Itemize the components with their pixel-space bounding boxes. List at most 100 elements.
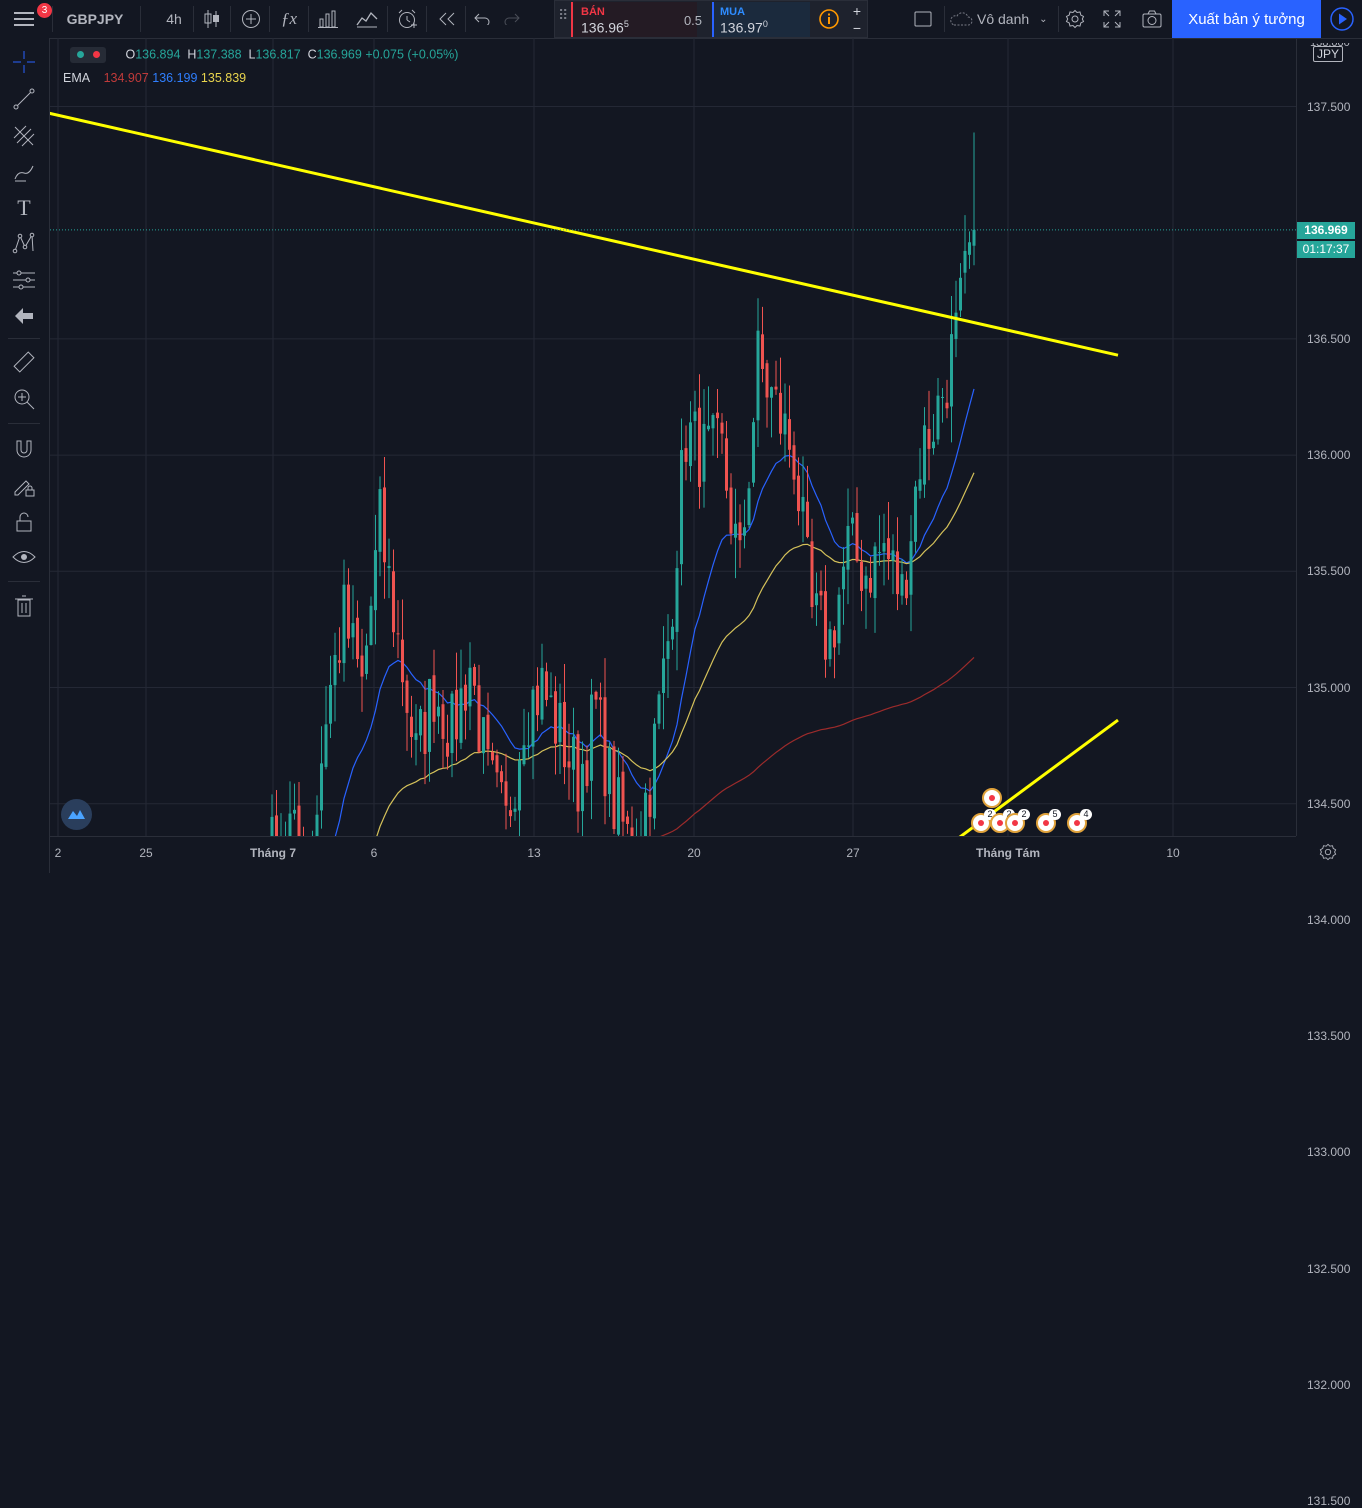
candle — [419, 705, 422, 752]
candle — [684, 425, 688, 481]
price-tick: 132.000 — [1307, 1377, 1351, 1392]
candle — [824, 565, 827, 678]
buy-label: MUA — [720, 6, 746, 18]
info-icon[interactable] — [819, 9, 839, 29]
candle — [356, 600, 359, 668]
time-tick: 20 — [687, 846, 701, 860]
price-tick: 131.500 — [1307, 1493, 1351, 1508]
candle — [837, 587, 841, 655]
quantity-plus-button[interactable]: + — [852, 3, 862, 19]
symbol-search-button[interactable]: GBPJPY — [66, 11, 124, 27]
event-marker-icon[interactable]: 2 — [971, 809, 996, 833]
compare-add-icon[interactable] — [236, 0, 266, 38]
crosshair-icon[interactable] — [8, 46, 40, 78]
text-tool-icon[interactable]: T — [17, 195, 31, 220]
buy-price: 136.970 — [720, 19, 768, 36]
indicators-icon[interactable]: ƒx — [280, 9, 298, 28]
top-toolbar: 3 GBPJPY 4h ƒx ⠿ BÁN 136.965 — [0, 0, 1362, 39]
candle — [657, 690, 661, 730]
event-marker-icon[interactable]: 2 — [1005, 809, 1030, 833]
pitchfork-tool-icon[interactable] — [8, 120, 40, 152]
undo-icon[interactable] — [468, 0, 496, 38]
candle — [815, 572, 818, 626]
candle — [869, 556, 872, 598]
chart-style-icon[interactable] — [352, 0, 382, 38]
ruler-icon[interactable] — [8, 346, 40, 378]
fullscreen-select-icon[interactable] — [906, 0, 940, 38]
low-value: 136.817 — [255, 47, 301, 62]
legend-toggle-icon[interactable] — [70, 47, 106, 63]
spread-value: 0.5 — [683, 13, 703, 28]
time-axis[interactable]: 2 25 Tháng 7 6 13 20 27 Tháng Tám 10 — [50, 836, 1296, 874]
candle-type-icon[interactable] — [197, 0, 227, 38]
candle — [280, 813, 282, 836]
price-axis[interactable]: 138.000 JPY 137.500 136.500 136.000 135.500… — [1296, 38, 1362, 1508]
ema-value-1: 134.907 — [103, 71, 149, 85]
templates-icon[interactable] — [313, 0, 343, 38]
candle — [432, 649, 436, 744]
event-marker-icon[interactable]: 5 — [1036, 809, 1061, 833]
replay-icon[interactable] — [432, 0, 462, 38]
event-marker-icon[interactable] — [982, 788, 1002, 808]
candle — [720, 413, 724, 454]
chevron-down-icon: ⌄ — [1039, 13, 1048, 25]
layout-name-button[interactable]: Vô danh ⌄ — [948, 0, 1058, 38]
candle — [779, 357, 782, 445]
candle — [734, 488, 737, 579]
drag-handle-icon[interactable]: ⠿ — [558, 7, 569, 23]
candle — [405, 674, 409, 751]
arrow-left-icon[interactable] — [8, 300, 40, 332]
play-icon[interactable] — [1322, 0, 1362, 38]
settings-gear-icon[interactable] — [1061, 0, 1089, 38]
pattern-tool-icon[interactable] — [8, 227, 40, 259]
candle — [567, 723, 571, 800]
publish-idea-button[interactable]: Xuất bản ý tưởng — [1172, 0, 1321, 38]
divider — [269, 6, 270, 32]
candle — [320, 726, 323, 829]
chart-grid — [50, 38, 1296, 836]
price-chart[interactable] — [50, 38, 1296, 836]
interval-button[interactable]: 4h — [166, 11, 182, 27]
trendlines — [50, 111, 1119, 836]
sell-button[interactable]: BÁN 136.965 — [571, 2, 697, 37]
zoom-in-icon[interactable] — [8, 383, 40, 415]
lock-drawing-icon[interactable] — [8, 470, 40, 502]
fullscreen-icon[interactable] — [1098, 0, 1126, 38]
divider — [193, 6, 194, 32]
buy-button[interactable]: MUA 136.970 — [712, 2, 810, 37]
divider — [140, 6, 141, 32]
trendline-tool-icon[interactable] — [8, 83, 40, 115]
candle — [414, 704, 418, 766]
event-count: 2 — [1018, 809, 1030, 820]
event-count: 4 — [1080, 809, 1092, 820]
redo-icon[interactable] — [498, 0, 526, 38]
prediction-tool-icon[interactable] — [8, 264, 40, 296]
brush-tool-icon[interactable] — [8, 157, 40, 189]
quantity-minus-button[interactable]: − — [852, 20, 862, 36]
menu-icon[interactable]: 3 — [6, 0, 52, 38]
axis-settings-gear-icon[interactable] — [1319, 843, 1339, 863]
event-marker-icon[interactable]: 4 — [1067, 809, 1092, 833]
unlock-icon[interactable] — [8, 506, 40, 538]
candle — [477, 664, 481, 754]
time-tick: Tháng Tám — [975, 846, 1041, 860]
ema-line — [334, 388, 975, 836]
time-tick: 2 — [54, 846, 62, 860]
tradingview-logo-icon[interactable] — [61, 799, 92, 830]
candle — [392, 549, 395, 647]
candle — [846, 488, 850, 605]
divider — [230, 6, 231, 32]
candle — [873, 542, 877, 633]
magnet-icon[interactable] — [8, 433, 40, 465]
trash-icon[interactable] — [8, 590, 40, 622]
alert-icon[interactable] — [392, 0, 422, 38]
divider — [308, 6, 309, 32]
candle — [518, 751, 521, 836]
candle — [342, 559, 346, 682]
eye-icon[interactable] — [8, 541, 40, 573]
candle — [878, 515, 881, 566]
candle — [864, 566, 868, 629]
camera-icon[interactable] — [1138, 0, 1166, 38]
candle — [630, 806, 634, 836]
currency-label[interactable]: JPY — [1313, 46, 1344, 62]
